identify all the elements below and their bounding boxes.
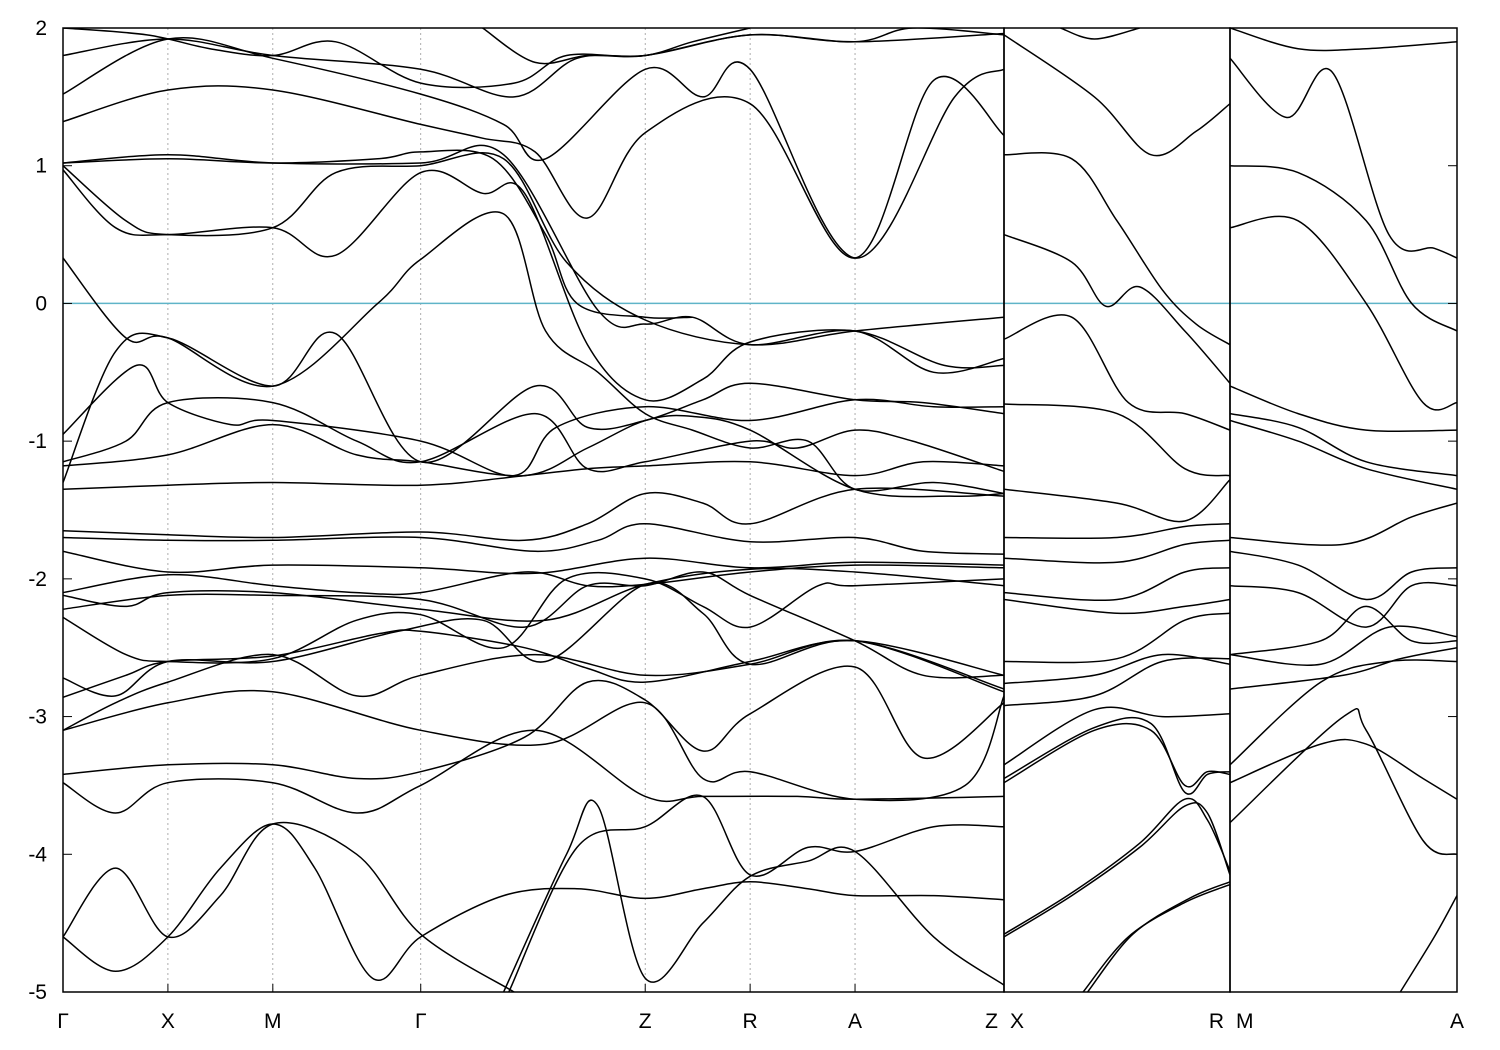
band-line — [63, 823, 1004, 981]
k-point-label: X — [1010, 1010, 1024, 1033]
band-line — [63, 28, 1004, 89]
band-line — [482, 28, 751, 65]
band-line — [1004, 801, 1230, 938]
band-line — [1004, 314, 1230, 431]
band-line — [63, 689, 1004, 802]
band-line — [1230, 738, 1457, 800]
band-line — [1004, 523, 1230, 540]
band-line — [1004, 567, 1230, 602]
band-line — [1004, 598, 1230, 615]
band-line — [63, 821, 515, 992]
grid-layer — [167, 28, 856, 992]
band-line — [1004, 34, 1230, 157]
band-line — [1230, 581, 1457, 628]
band-line — [502, 799, 1004, 992]
band-line — [63, 729, 1004, 814]
band-line — [63, 550, 1004, 575]
band-line — [63, 571, 1004, 664]
band-line — [1230, 215, 1457, 411]
band-layer — [63, 28, 1457, 992]
k-point-label: Γ — [57, 1010, 69, 1033]
band-line — [1004, 653, 1230, 685]
band-line — [1399, 895, 1457, 992]
y-tick-label: 0 — [35, 292, 47, 315]
band-line — [63, 364, 1004, 477]
k-point-label: Γ — [415, 1010, 427, 1033]
band-line — [1230, 385, 1457, 433]
band-line — [1230, 646, 1457, 690]
k-point-label: A — [848, 1010, 862, 1033]
y-tick-label: 2 — [35, 17, 47, 40]
band-line — [1230, 659, 1457, 766]
k-point-label: Z — [639, 1010, 652, 1033]
band-line — [63, 487, 1004, 542]
panel-bands — [1230, 28, 1457, 992]
label-layer: 210-1-2-3-4-5Γ X M Γ Z R A Z X R M A — [28, 17, 1464, 1033]
band-line — [1230, 164, 1457, 332]
frame-layer — [62, 27, 1458, 993]
band-line — [1004, 403, 1230, 477]
band-line — [63, 665, 1004, 780]
band-line — [1230, 605, 1457, 656]
band-line — [63, 582, 1004, 697]
k-point-label: R — [1209, 1010, 1224, 1033]
y-tick-label: -4 — [28, 843, 47, 866]
k-point-label: M — [264, 1010, 282, 1033]
band-line — [63, 75, 1004, 259]
band-line — [63, 397, 1004, 473]
band-line — [1004, 539, 1230, 564]
band-line — [63, 460, 1004, 491]
y-tick-label: -1 — [28, 430, 47, 453]
band-line — [1004, 612, 1230, 664]
k-point-label: A — [1450, 1010, 1464, 1033]
panel-bands — [1004, 28, 1230, 992]
band-line — [1004, 706, 1230, 766]
band-line — [1230, 419, 1457, 491]
band-line — [1087, 881, 1230, 992]
k-point-label: M — [1236, 1010, 1254, 1033]
band-line — [508, 794, 1004, 992]
y-tick-label: 1 — [35, 155, 47, 178]
band-line — [1230, 502, 1457, 546]
band-line — [1004, 233, 1230, 384]
band-line — [1060, 28, 1140, 40]
y-tick-label: -2 — [28, 568, 47, 591]
band-line — [63, 152, 1004, 346]
band-line — [1004, 716, 1230, 795]
panel-bands — [63, 28, 1004, 992]
k-point-label: X — [161, 1010, 175, 1033]
band-line — [1004, 722, 1230, 788]
band-line — [1004, 797, 1230, 935]
k-point-label: R — [743, 1010, 758, 1033]
band-line — [63, 523, 1004, 555]
k-point-label: Z — [985, 1010, 998, 1033]
band-line — [1230, 412, 1457, 477]
band-line — [63, 149, 693, 319]
y-tick-label: -5 — [28, 981, 47, 1004]
band-line — [1230, 625, 1457, 666]
y-tick-label: -3 — [28, 706, 47, 729]
band-line — [1004, 479, 1230, 523]
band-line — [63, 169, 1004, 402]
band-line — [1230, 57, 1457, 259]
band-line — [63, 211, 1004, 495]
band-line — [1004, 152, 1230, 346]
band-line — [1230, 550, 1457, 601]
band-line — [63, 564, 1004, 596]
panel-frame — [1229, 27, 1458, 993]
band-line — [63, 567, 1004, 622]
band-line — [1230, 28, 1457, 52]
band-line — [1230, 707, 1457, 856]
